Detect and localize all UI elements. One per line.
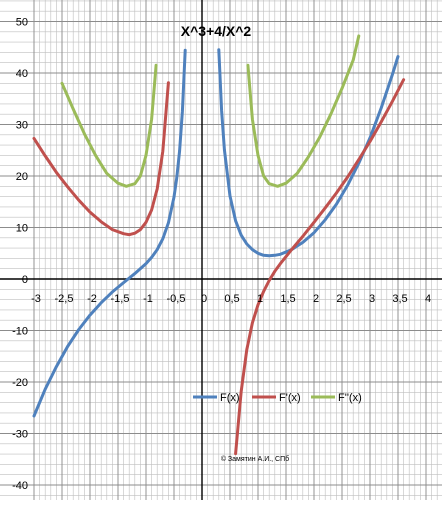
- x-tick-label: -1,5: [111, 293, 130, 305]
- y-tick-label: -10: [12, 326, 28, 338]
- watermark-text: © Замятин А.И., СПб: [221, 455, 289, 463]
- x-tick-label: 0,5: [224, 293, 239, 305]
- series-line-2-segment-2: [234, 78, 406, 456]
- x-tick-label: 4: [425, 293, 431, 305]
- series-line-1-segment-1: [32, 48, 187, 418]
- y-tick-label: 40: [16, 68, 28, 80]
- y-tick-label: 10: [16, 223, 28, 235]
- x-tick-label: -1: [143, 293, 153, 305]
- legend-label-3: F''(x): [338, 392, 362, 404]
- y-tick-label: 0: [22, 274, 28, 286]
- x-tick-label: -3: [31, 293, 41, 305]
- x-tick-label: 1,5: [280, 293, 295, 305]
- series-layer: [32, 34, 406, 456]
- x-tick-label: 2: [313, 293, 319, 305]
- y-tick-label: -20: [12, 377, 28, 389]
- legend-label-1: F(x): [220, 392, 240, 404]
- x-tick-label: 2,5: [336, 293, 351, 305]
- x-tick-label: -2: [87, 293, 97, 305]
- series-line-2-segment-1: [32, 81, 170, 237]
- x-tick-label: 3,5: [392, 293, 407, 305]
- y-tick-label: -30: [12, 429, 28, 441]
- y-tick-label: 30: [16, 120, 28, 132]
- y-tick-label: 20: [16, 171, 28, 183]
- series-line-3-segment-1: [60, 63, 158, 188]
- chart-title: X^3+4/X^2: [181, 23, 252, 39]
- y-tick-label: -40: [12, 480, 28, 492]
- x-tick-label: 0: [201, 293, 207, 305]
- series-line-3-segment-2: [246, 34, 361, 188]
- x-tick-label: -2,5: [55, 293, 74, 305]
- x-tick-label: -0,5: [167, 293, 186, 305]
- x-tick-label: 1: [257, 293, 263, 305]
- legend-label-2: F'(x): [279, 392, 301, 404]
- legend: F(x) F'(x) F''(x): [193, 392, 362, 404]
- y-tick-label: 50: [16, 17, 28, 29]
- tick-labels: -3 -2,5 -2 -1,5 -1 -0,5 0 0,5 1 1,5 2 2,5 3 3,5 4 -40 -3…: [12, 17, 431, 493]
- x-tick-label: 3: [369, 293, 375, 305]
